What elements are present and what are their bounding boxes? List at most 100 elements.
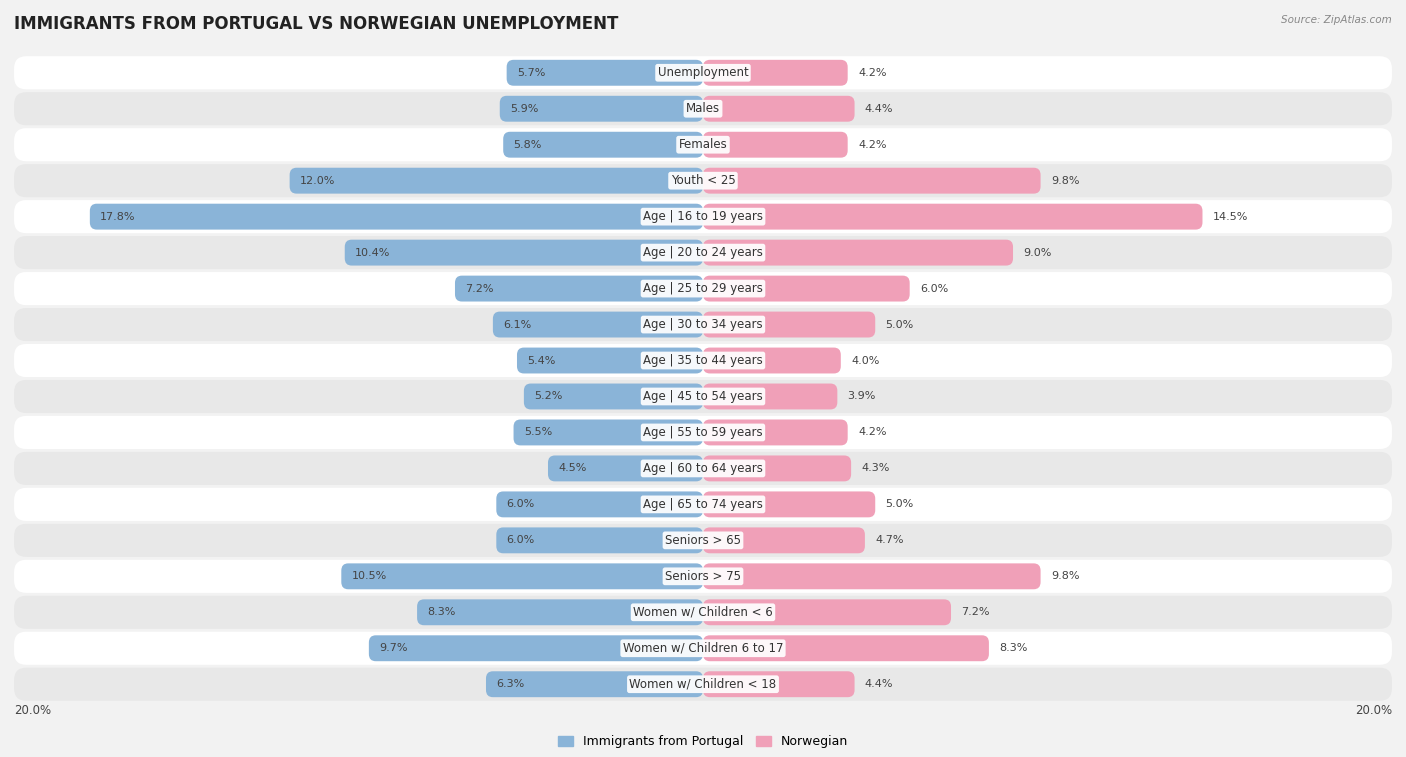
Text: Youth < 25: Youth < 25 [671, 174, 735, 187]
FancyBboxPatch shape [14, 596, 1392, 629]
Text: Seniors > 65: Seniors > 65 [665, 534, 741, 547]
FancyBboxPatch shape [14, 559, 1392, 593]
FancyBboxPatch shape [703, 671, 855, 697]
Text: 6.0%: 6.0% [506, 500, 534, 509]
FancyBboxPatch shape [517, 347, 703, 373]
Text: 10.5%: 10.5% [352, 572, 387, 581]
FancyBboxPatch shape [703, 528, 865, 553]
Text: 7.2%: 7.2% [465, 284, 494, 294]
Text: 20.0%: 20.0% [14, 704, 51, 717]
Text: 5.0%: 5.0% [886, 319, 914, 329]
FancyBboxPatch shape [513, 419, 703, 445]
Text: Source: ZipAtlas.com: Source: ZipAtlas.com [1281, 15, 1392, 25]
Text: Women w/ Children < 6: Women w/ Children < 6 [633, 606, 773, 618]
Text: 9.8%: 9.8% [1050, 572, 1080, 581]
FancyBboxPatch shape [14, 344, 1392, 377]
FancyBboxPatch shape [703, 456, 851, 481]
Text: Women w/ Children 6 to 17: Women w/ Children 6 to 17 [623, 642, 783, 655]
Text: 17.8%: 17.8% [100, 212, 135, 222]
FancyBboxPatch shape [14, 380, 1392, 413]
FancyBboxPatch shape [703, 312, 875, 338]
FancyBboxPatch shape [503, 132, 703, 157]
FancyBboxPatch shape [14, 631, 1392, 665]
Text: 5.0%: 5.0% [886, 500, 914, 509]
FancyBboxPatch shape [14, 236, 1392, 269]
Text: 6.0%: 6.0% [506, 535, 534, 545]
FancyBboxPatch shape [14, 128, 1392, 161]
Text: 4.0%: 4.0% [851, 356, 880, 366]
Text: Males: Males [686, 102, 720, 115]
Text: IMMIGRANTS FROM PORTUGAL VS NORWEGIAN UNEMPLOYMENT: IMMIGRANTS FROM PORTUGAL VS NORWEGIAN UN… [14, 15, 619, 33]
Text: 4.4%: 4.4% [865, 104, 893, 114]
FancyBboxPatch shape [14, 164, 1392, 198]
FancyBboxPatch shape [703, 96, 855, 122]
Text: 6.3%: 6.3% [496, 679, 524, 689]
FancyBboxPatch shape [344, 240, 703, 266]
FancyBboxPatch shape [703, 635, 988, 661]
FancyBboxPatch shape [703, 563, 1040, 589]
FancyBboxPatch shape [14, 200, 1392, 233]
FancyBboxPatch shape [418, 600, 703, 625]
FancyBboxPatch shape [703, 384, 838, 410]
FancyBboxPatch shape [342, 563, 703, 589]
Text: Age | 25 to 29 years: Age | 25 to 29 years [643, 282, 763, 295]
Text: 4.2%: 4.2% [858, 140, 887, 150]
FancyBboxPatch shape [524, 384, 703, 410]
Text: Women w/ Children < 18: Women w/ Children < 18 [630, 678, 776, 690]
FancyBboxPatch shape [703, 204, 1202, 229]
Text: 6.0%: 6.0% [920, 284, 948, 294]
FancyBboxPatch shape [499, 96, 703, 122]
Legend: Immigrants from Portugal, Norwegian: Immigrants from Portugal, Norwegian [553, 730, 853, 753]
Text: Age | 55 to 59 years: Age | 55 to 59 years [643, 426, 763, 439]
Text: 4.5%: 4.5% [558, 463, 586, 473]
Text: 7.2%: 7.2% [962, 607, 990, 617]
Text: 5.5%: 5.5% [524, 428, 553, 438]
Text: 4.2%: 4.2% [858, 428, 887, 438]
Text: 14.5%: 14.5% [1213, 212, 1249, 222]
FancyBboxPatch shape [703, 276, 910, 301]
FancyBboxPatch shape [496, 528, 703, 553]
Text: 5.4%: 5.4% [527, 356, 555, 366]
Text: 3.9%: 3.9% [848, 391, 876, 401]
Text: 4.3%: 4.3% [862, 463, 890, 473]
Text: 9.8%: 9.8% [1050, 176, 1080, 185]
FancyBboxPatch shape [703, 600, 950, 625]
Text: Age | 20 to 24 years: Age | 20 to 24 years [643, 246, 763, 259]
Text: Age | 16 to 19 years: Age | 16 to 19 years [643, 210, 763, 223]
Text: 9.7%: 9.7% [380, 643, 408, 653]
Text: 5.2%: 5.2% [534, 391, 562, 401]
Text: 8.3%: 8.3% [427, 607, 456, 617]
Text: Seniors > 75: Seniors > 75 [665, 570, 741, 583]
FancyBboxPatch shape [703, 60, 848, 86]
Text: 4.2%: 4.2% [858, 68, 887, 78]
FancyBboxPatch shape [90, 204, 703, 229]
Text: 10.4%: 10.4% [356, 248, 391, 257]
FancyBboxPatch shape [486, 671, 703, 697]
FancyBboxPatch shape [290, 168, 703, 194]
FancyBboxPatch shape [14, 416, 1392, 449]
Text: Age | 30 to 34 years: Age | 30 to 34 years [643, 318, 763, 331]
FancyBboxPatch shape [368, 635, 703, 661]
Text: 20.0%: 20.0% [1355, 704, 1392, 717]
FancyBboxPatch shape [456, 276, 703, 301]
Text: Age | 60 to 64 years: Age | 60 to 64 years [643, 462, 763, 475]
Text: Unemployment: Unemployment [658, 67, 748, 79]
FancyBboxPatch shape [703, 347, 841, 373]
FancyBboxPatch shape [14, 668, 1392, 701]
FancyBboxPatch shape [14, 308, 1392, 341]
Text: Age | 45 to 54 years: Age | 45 to 54 years [643, 390, 763, 403]
Text: Females: Females [679, 139, 727, 151]
FancyBboxPatch shape [14, 452, 1392, 485]
Text: 9.0%: 9.0% [1024, 248, 1052, 257]
FancyBboxPatch shape [14, 56, 1392, 89]
FancyBboxPatch shape [703, 240, 1012, 266]
FancyBboxPatch shape [14, 92, 1392, 126]
FancyBboxPatch shape [496, 491, 703, 517]
Text: 5.8%: 5.8% [513, 140, 541, 150]
Text: 5.9%: 5.9% [510, 104, 538, 114]
Text: 5.7%: 5.7% [517, 68, 546, 78]
FancyBboxPatch shape [14, 524, 1392, 557]
FancyBboxPatch shape [703, 491, 875, 517]
Text: Age | 35 to 44 years: Age | 35 to 44 years [643, 354, 763, 367]
FancyBboxPatch shape [506, 60, 703, 86]
